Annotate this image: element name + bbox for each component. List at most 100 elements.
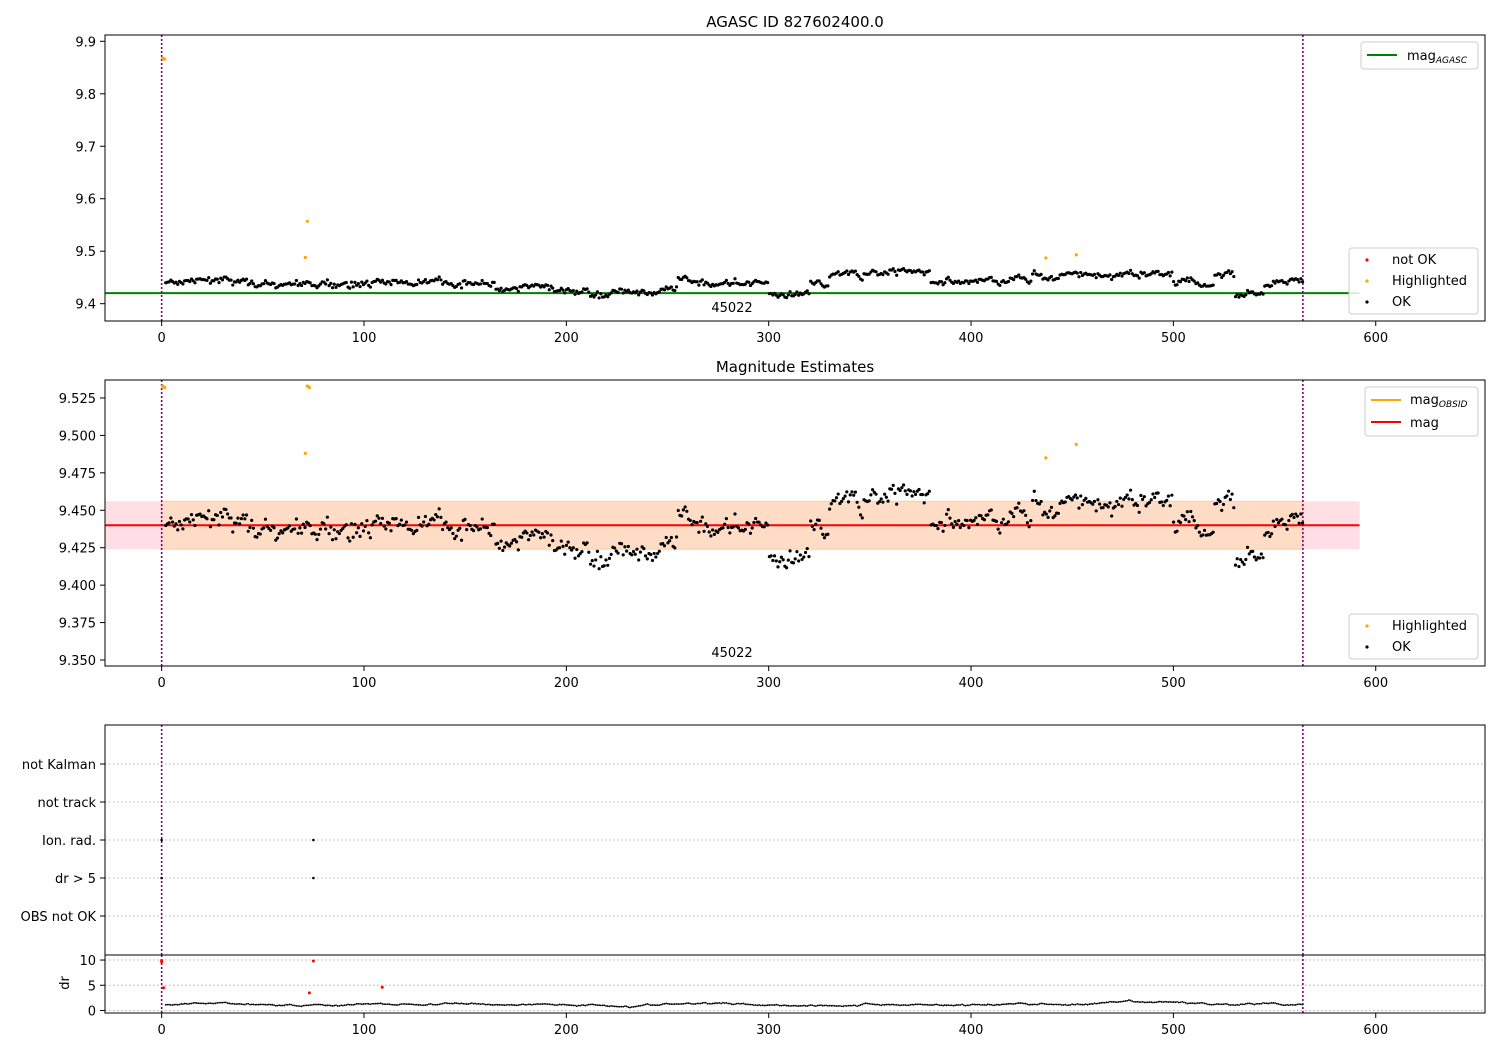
ok-point bbox=[281, 531, 285, 535]
y-tick-label: 9.9 bbox=[75, 35, 96, 50]
dr-point bbox=[1236, 1003, 1239, 1006]
ok-point bbox=[673, 289, 677, 293]
dr-point bbox=[637, 1005, 640, 1007]
ok-point bbox=[637, 293, 641, 297]
dr-point bbox=[842, 1005, 845, 1008]
ok-point bbox=[564, 543, 569, 547]
ok-point bbox=[752, 520, 756, 525]
ok-point bbox=[387, 280, 391, 284]
dr-point bbox=[845, 1005, 848, 1007]
ok-point bbox=[1156, 269, 1160, 274]
dr-point bbox=[909, 1003, 912, 1006]
ok-point bbox=[860, 278, 864, 282]
ok-point bbox=[1075, 271, 1079, 275]
dr-point bbox=[1293, 1004, 1295, 1006]
ok-point bbox=[1175, 529, 1179, 533]
ok-point bbox=[867, 499, 871, 503]
ok-point bbox=[1075, 496, 1079, 500]
ok-point bbox=[733, 277, 737, 281]
y-tick-label: 9.400 bbox=[59, 579, 96, 594]
ok-point bbox=[841, 497, 845, 501]
ok-point bbox=[805, 547, 809, 551]
dr-point bbox=[1287, 1004, 1290, 1007]
dr-point bbox=[1220, 1003, 1223, 1006]
dr-point bbox=[1141, 1000, 1144, 1003]
ok-point bbox=[1005, 522, 1009, 526]
ok-point bbox=[1171, 279, 1176, 284]
ok-point bbox=[695, 280, 699, 284]
ok-point bbox=[1299, 512, 1303, 516]
ok-point bbox=[846, 272, 851, 277]
dr-point bbox=[1183, 1001, 1185, 1004]
dr-point bbox=[171, 1004, 174, 1006]
ok-point bbox=[704, 522, 708, 526]
dr-point bbox=[1155, 1001, 1158, 1004]
ok-point bbox=[986, 513, 990, 517]
ok-point bbox=[662, 544, 667, 548]
dr-point bbox=[347, 1003, 349, 1006]
dr-point bbox=[961, 1003, 963, 1006]
highlighted-point bbox=[163, 385, 167, 390]
ok-point bbox=[1194, 526, 1198, 530]
ok-point bbox=[1270, 532, 1274, 536]
ok-point bbox=[597, 567, 601, 571]
dr-point bbox=[503, 1004, 506, 1007]
flags-y-axis: not Kalman not track Ion. rad. dr > 5 OBS no… bbox=[21, 758, 105, 925]
ok-point bbox=[621, 553, 625, 557]
ok-point bbox=[956, 279, 961, 283]
ok-point bbox=[1257, 556, 1262, 560]
dr-point bbox=[1093, 1002, 1096, 1005]
dr-point bbox=[1038, 1002, 1041, 1005]
dr-point bbox=[1112, 1000, 1115, 1003]
ok-point bbox=[1010, 511, 1014, 515]
dr-point bbox=[200, 1002, 203, 1005]
dr-point bbox=[665, 1002, 668, 1005]
x-tick-label: 600 bbox=[1363, 1023, 1388, 1038]
ok-point bbox=[508, 544, 512, 548]
ok-point bbox=[881, 500, 885, 504]
ok-point bbox=[167, 521, 171, 525]
ok-point bbox=[545, 283, 550, 288]
dr-point bbox=[1078, 1003, 1080, 1006]
ok-point bbox=[557, 546, 562, 550]
dr-point bbox=[1165, 1000, 1168, 1003]
ok-point bbox=[697, 283, 701, 287]
ok-point bbox=[346, 536, 350, 540]
ok-point bbox=[673, 546, 677, 550]
ok-point bbox=[368, 285, 372, 289]
ok-point bbox=[1049, 274, 1054, 279]
ok-point bbox=[576, 554, 581, 558]
dr-point bbox=[668, 1003, 671, 1005]
ok-point bbox=[812, 527, 816, 532]
dr-point bbox=[231, 1002, 234, 1005]
dr-point bbox=[362, 1003, 365, 1005]
ok-point bbox=[520, 535, 524, 539]
ok-point bbox=[709, 534, 713, 538]
ok-point bbox=[365, 519, 369, 523]
dr-point bbox=[796, 1005, 798, 1007]
dr-point bbox=[556, 1004, 559, 1006]
ok-point bbox=[723, 522, 727, 526]
dr-point bbox=[825, 1004, 828, 1007]
ok-point bbox=[530, 530, 534, 534]
ok-point bbox=[324, 282, 328, 286]
ok-point bbox=[669, 285, 673, 289]
ok-point bbox=[680, 277, 684, 282]
ok-point bbox=[958, 525, 962, 530]
dr-point bbox=[1301, 1003, 1304, 1006]
ok-point bbox=[1295, 514, 1300, 518]
agasc-panel: AGASC ID 827602400.0 0 100 200 300 400 500 600… bbox=[75, 13, 1486, 346]
dr-point bbox=[307, 1004, 310, 1007]
ok-point bbox=[355, 531, 359, 535]
dr-point bbox=[381, 1002, 384, 1005]
ok-point bbox=[1178, 280, 1183, 284]
ok-point bbox=[246, 529, 250, 533]
dr-point bbox=[1208, 1003, 1211, 1006]
ok-point bbox=[1142, 495, 1146, 499]
ok-point bbox=[616, 551, 620, 555]
ok-point bbox=[299, 531, 304, 535]
ok-point bbox=[1029, 279, 1033, 283]
ok-point bbox=[332, 528, 336, 532]
ok-point bbox=[485, 525, 489, 530]
dr-point bbox=[1262, 1002, 1264, 1004]
